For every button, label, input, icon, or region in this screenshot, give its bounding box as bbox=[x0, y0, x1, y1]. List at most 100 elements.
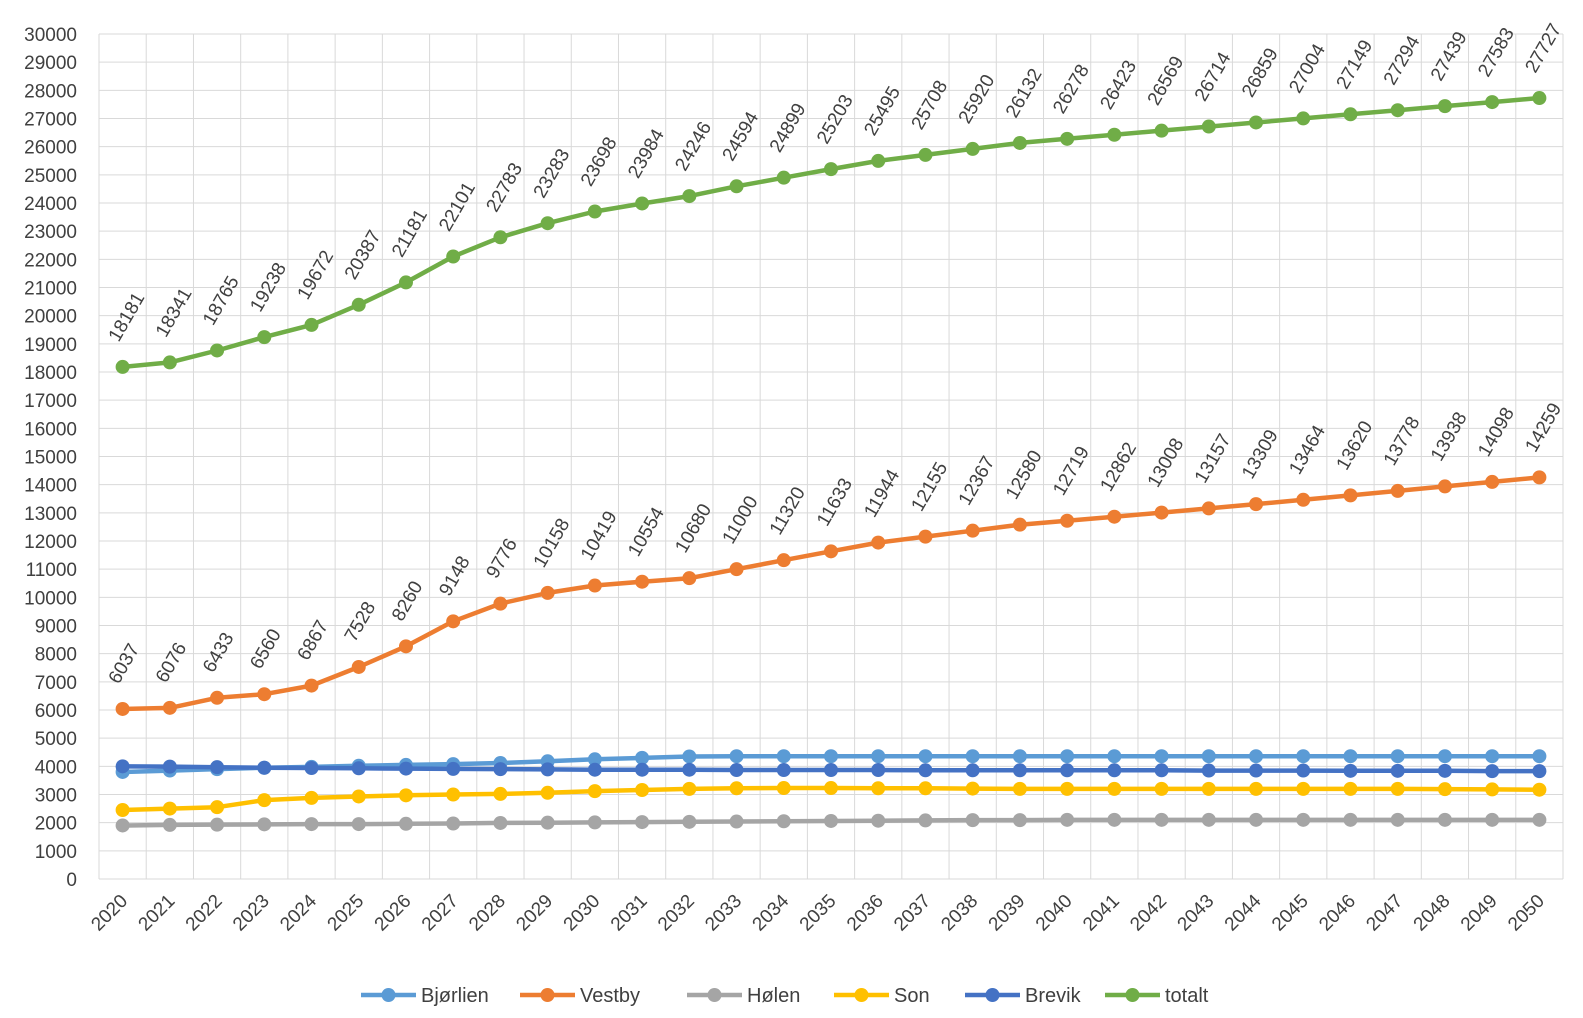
data-point bbox=[824, 813, 838, 828]
data-point bbox=[210, 760, 225, 775]
data-label: 6560 bbox=[246, 626, 285, 673]
data-label: 22783 bbox=[483, 160, 528, 216]
data-label: 25708 bbox=[908, 77, 953, 133]
data-label: 12155 bbox=[908, 459, 953, 515]
data-label: 10680 bbox=[671, 500, 716, 556]
data-point bbox=[210, 817, 225, 832]
data-point bbox=[682, 762, 697, 777]
data-point bbox=[540, 785, 555, 800]
data-point bbox=[1249, 749, 1264, 764]
data-point bbox=[540, 762, 555, 777]
data-point bbox=[682, 571, 697, 586]
x-tick-label: 2048 bbox=[1410, 891, 1455, 936]
data-point bbox=[351, 789, 366, 804]
y-tick-label: 26000 bbox=[24, 138, 77, 159]
x-tick-label: 2046 bbox=[1315, 891, 1360, 936]
data-point bbox=[1201, 501, 1216, 516]
data-point bbox=[871, 781, 886, 796]
data-label: 23283 bbox=[530, 145, 575, 201]
data-label: 20387 bbox=[341, 227, 386, 283]
data-point bbox=[1532, 91, 1547, 106]
data-point bbox=[1485, 474, 1500, 489]
data-point bbox=[1437, 763, 1452, 778]
data-point bbox=[1485, 764, 1500, 779]
data-point bbox=[729, 179, 744, 194]
y-tick-label: 16000 bbox=[24, 419, 77, 440]
data-label: 13309 bbox=[1238, 426, 1283, 482]
data-point bbox=[1343, 812, 1358, 827]
series-son bbox=[115, 781, 1547, 817]
data-point bbox=[1012, 749, 1027, 764]
data-point bbox=[398, 761, 413, 776]
data-label: 26132 bbox=[1002, 65, 1047, 121]
data-point bbox=[1390, 103, 1405, 118]
data-point bbox=[1249, 763, 1264, 778]
data-point bbox=[587, 204, 602, 219]
data-label: 11000 bbox=[719, 493, 763, 548]
legend-swatch-marker bbox=[854, 988, 869, 1002]
data-point bbox=[493, 786, 508, 801]
x-tick-label: 2021 bbox=[135, 891, 180, 936]
data-point bbox=[1154, 123, 1169, 138]
data-point bbox=[918, 781, 933, 796]
data-point bbox=[824, 781, 838, 796]
data-point bbox=[1249, 812, 1264, 827]
data-point bbox=[635, 574, 650, 589]
data-point bbox=[493, 230, 508, 245]
x-tick-label: 2045 bbox=[1268, 891, 1313, 936]
y-tick-label: 2000 bbox=[35, 814, 77, 835]
data-point bbox=[965, 763, 980, 778]
data-point bbox=[398, 639, 413, 654]
data-point bbox=[1485, 782, 1500, 797]
data-point bbox=[1532, 764, 1547, 779]
data-point bbox=[587, 578, 602, 593]
data-point bbox=[1154, 749, 1169, 764]
data-point bbox=[871, 749, 886, 764]
y-tick-label: 12000 bbox=[24, 532, 77, 553]
x-tick-label: 2040 bbox=[1032, 891, 1077, 936]
y-tick-label: 15000 bbox=[24, 448, 77, 469]
data-point bbox=[871, 153, 886, 168]
legend-item-bjørlien: Bjørlien bbox=[361, 985, 489, 1007]
data-point bbox=[1154, 781, 1169, 796]
data-point bbox=[729, 762, 744, 777]
data-point bbox=[871, 762, 886, 777]
data-label: 25203 bbox=[813, 91, 858, 147]
y-tick-label: 14000 bbox=[24, 476, 77, 497]
data-point bbox=[635, 782, 650, 797]
data-label: 18765 bbox=[199, 273, 244, 329]
legend: Bjørlien Vestby Hølen Son Brevik totalt bbox=[361, 985, 1209, 1007]
data-point bbox=[1154, 812, 1169, 827]
data-point bbox=[1154, 505, 1169, 520]
data-point bbox=[115, 818, 130, 833]
data-point bbox=[1012, 781, 1027, 796]
data-point bbox=[635, 750, 650, 765]
data-point bbox=[351, 761, 366, 776]
data-point bbox=[398, 816, 413, 831]
data-point bbox=[1012, 517, 1027, 532]
data-point bbox=[1296, 812, 1311, 827]
data-point bbox=[729, 749, 744, 764]
data-point bbox=[1107, 781, 1122, 796]
legend-item-vestby: Vestby bbox=[520, 985, 640, 1007]
data-label: 22101 bbox=[435, 179, 480, 235]
data-label: 23984 bbox=[624, 125, 669, 182]
data-point bbox=[635, 196, 650, 211]
data-point bbox=[729, 781, 744, 796]
legend-item-son: Son bbox=[834, 985, 930, 1007]
series-hølen bbox=[115, 812, 1547, 833]
data-point bbox=[918, 749, 933, 764]
data-point bbox=[1390, 763, 1405, 778]
data-point bbox=[729, 562, 744, 577]
data-point bbox=[1201, 119, 1216, 134]
data-point bbox=[918, 763, 933, 778]
data-label: 11320 bbox=[766, 484, 810, 539]
data-point bbox=[446, 249, 461, 264]
data-point bbox=[446, 614, 461, 629]
data-point bbox=[257, 793, 272, 808]
y-tick-label: 23000 bbox=[24, 222, 77, 243]
data-label: 10158 bbox=[530, 515, 575, 571]
data-point bbox=[1390, 483, 1405, 498]
data-point bbox=[824, 749, 838, 764]
